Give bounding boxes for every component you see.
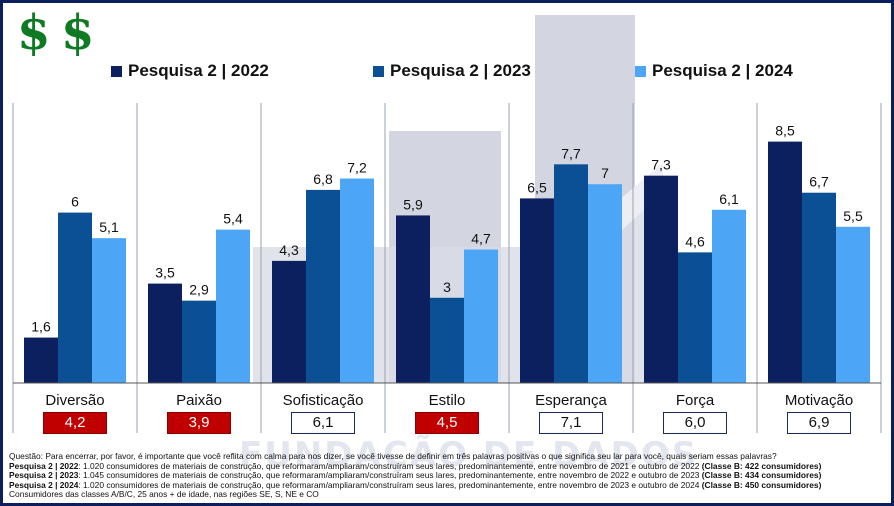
data-label: 6,7 [809, 174, 829, 190]
data-label: 4,6 [685, 233, 705, 249]
category-label: Motivação [785, 392, 853, 409]
footer-notes: Questão: Para encerrar, por favor, é imp… [9, 451, 889, 500]
average-box: 4,5 [415, 412, 479, 434]
bar [148, 283, 182, 383]
legend-item-2022: Pesquisa 2 | 2022 [111, 61, 269, 81]
bar [396, 215, 430, 383]
footer-row-2022: Pesquisa 2 | 2022: 1.020 consumidores de… [9, 460, 822, 471]
data-label: 6,5 [527, 179, 547, 195]
data-label: 5,1 [99, 219, 119, 235]
bar [554, 164, 588, 383]
data-label: 5,9 [403, 196, 423, 212]
category-separators [12, 103, 882, 433]
bar [24, 337, 58, 383]
legend-item-2024: Pesquisa 2 | 2024 [635, 61, 793, 81]
category-label: Paixão [176, 392, 222, 409]
bar-chart: 1,6 6 5,1 3,5 2,9 5,4 4,3 6,8 7,2 5,9 3 4,7 6,5 7,7 7 7… [12, 15, 882, 433]
data-label: 2,9 [189, 282, 209, 298]
average-box: 7,1 [539, 412, 603, 434]
bar [306, 189, 340, 383]
bar [464, 249, 498, 383]
category-label: Sofisticação [283, 392, 364, 409]
category-label: Esperança [535, 392, 607, 409]
legend-item-2023: Pesquisa 2 | 2023 [373, 61, 531, 81]
dollar-icon: $ [61, 5, 95, 61]
average-box: 6,1 [291, 412, 355, 434]
data-label: 5,5 [843, 208, 863, 224]
value-labels: 1,6 6 5,1 3,5 2,9 5,4 4,3 6,8 7,2 5,9 3 4,7 6,5 7,7 7 7… [31, 123, 863, 335]
bar [272, 260, 306, 383]
legend-label: Pesquisa 2 | 2022 [128, 61, 269, 80]
bars [24, 141, 870, 383]
bar [216, 229, 250, 383]
data-label: 8,5 [775, 123, 795, 139]
footer-row-2024: Pesquisa 2 | 2024: 1.020 consumidores de… [9, 479, 822, 490]
data-label: 7 [601, 165, 609, 181]
data-label: 6 [71, 194, 79, 210]
bar [92, 238, 126, 383]
average-box: 3,9 [167, 412, 231, 434]
bar [836, 226, 870, 383]
bar [644, 175, 678, 383]
legend-swatch [111, 65, 122, 77]
dollar-icon: $ [17, 5, 51, 61]
bar [768, 141, 802, 383]
legend: Pesquisa 2 | 2022 Pesquisa 2 | 2023 Pesq… [3, 61, 891, 85]
data-label: 4,7 [471, 231, 491, 247]
bar [58, 212, 92, 383]
watermark-text: FUNDAÇÃO DE DADOS [239, 435, 699, 475]
data-label: 1,6 [31, 319, 51, 335]
footer-question: Questão: Para encerrar, por favor, é imp… [9, 451, 777, 461]
data-label: 3,5 [155, 265, 175, 281]
bar [430, 297, 464, 383]
legend-label: Pesquisa 2 | 2024 [652, 61, 793, 80]
category-label: Diversão [45, 392, 104, 409]
average-box: 6,0 [663, 412, 727, 434]
data-label: 7,2 [347, 160, 367, 176]
legend-swatch [635, 65, 646, 77]
bar [340, 178, 374, 383]
footer-row-2023: Pesquisa 2 | 2023: 1.045 consumidores de… [9, 470, 822, 481]
footer-note: Consumidores das classes A/B/C, 25 anos … [9, 489, 319, 500]
data-label: 6,1 [719, 191, 739, 207]
category-labels: Diversão Paixão Sofisticação Estilo Esperanç… [45, 392, 853, 409]
data-label: 5,4 [223, 211, 243, 227]
legend-label: Pesquisa 2 | 2023 [390, 61, 531, 80]
bar [588, 184, 622, 383]
bar [182, 300, 216, 383]
category-label: Força [676, 392, 715, 409]
average-box: 4,2 [43, 412, 107, 434]
category-label: Estilo [429, 392, 466, 409]
bar [712, 209, 746, 383]
data-label: 3 [443, 279, 451, 295]
bar [678, 252, 712, 383]
data-label: 4,3 [279, 242, 299, 258]
data-label: 7,3 [651, 157, 671, 173]
bar [802, 192, 836, 383]
average-box: 6,9 [787, 412, 851, 434]
bar [520, 198, 554, 383]
data-label: 7,7 [561, 145, 581, 161]
legend-swatch [373, 65, 384, 77]
data-label: 6,8 [313, 171, 333, 187]
